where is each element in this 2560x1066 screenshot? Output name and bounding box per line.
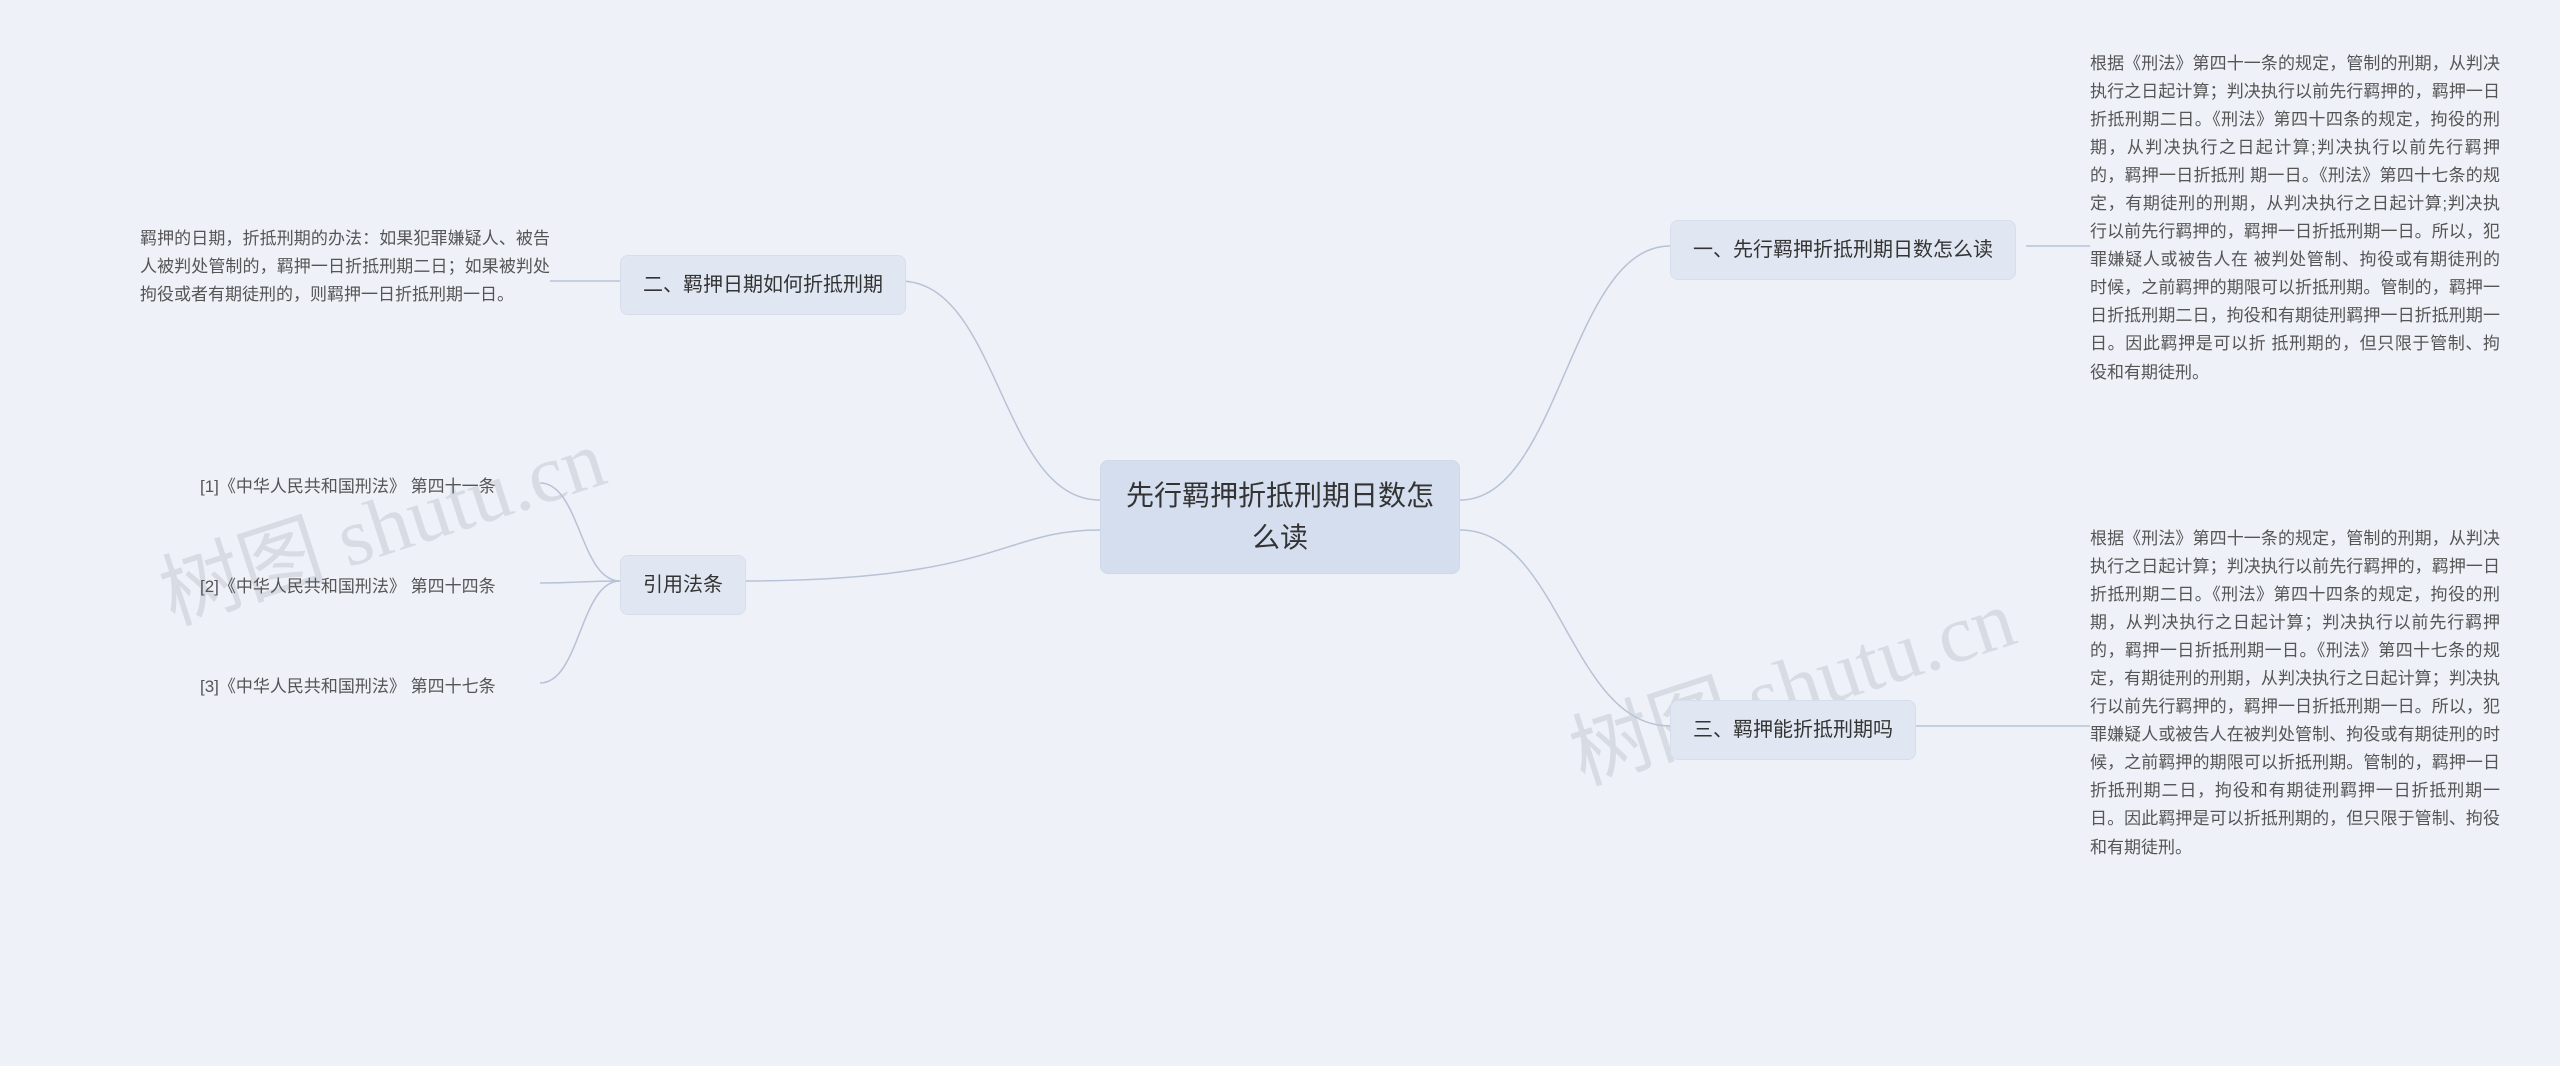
citation-1: [1]《中华人民共和国刑法》 第四十一条 xyxy=(200,473,496,501)
watermark-2: 树图 shutu.cn xyxy=(1553,552,2027,807)
branch-section-2-label: 二、羁押日期如何折抵刑期 xyxy=(643,274,883,296)
mindmap-canvas: 树图 shutu.cn 树图 shutu.cn 先行羁押折抵刑期日数怎么读 一、… xyxy=(0,0,2560,1066)
branch-section-3[interactable]: 三、羁押能折抵刑期吗 xyxy=(1670,700,1916,760)
branch-section-1-label: 一、先行羁押折抵刑期日数怎么读 xyxy=(1693,239,1993,261)
center-node-text: 先行羁押折抵刑期日数怎么读 xyxy=(1126,480,1434,553)
section-2-body: 羁押的日期，折抵刑期的办法：如果犯罪嫌疑人、被告人被判处管制的，羁押一日折抵刑期… xyxy=(140,225,550,309)
branch-section-2[interactable]: 二、羁押日期如何折抵刑期 xyxy=(620,255,906,315)
branch-section-3-label: 三、羁押能折抵刑期吗 xyxy=(1693,719,1893,741)
branch-section-1[interactable]: 一、先行羁押折抵刑期日数怎么读 xyxy=(1670,220,2016,280)
citation-3: [3]《中华人民共和国刑法》 第四十七条 xyxy=(200,673,496,701)
section-3-body: 根据《刑法》第四十一条的规定，管制的刑期，从判决执行之日起计算；判决执行以前先行… xyxy=(2090,525,2500,862)
branch-citations-label: 引用法条 xyxy=(643,574,723,596)
watermark-1: 树图 shutu.cn xyxy=(143,392,617,647)
citation-2: [2]《中华人民共和国刑法》 第四十四条 xyxy=(200,573,496,601)
branch-citations[interactable]: 引用法条 xyxy=(620,555,746,615)
center-node[interactable]: 先行羁押折抵刑期日数怎么读 xyxy=(1100,460,1460,574)
section-1-body: 根据《刑法》第四十一条的规定，管制的刑期，从判决执行之日起计算；判决执行以前先行… xyxy=(2090,50,2500,387)
